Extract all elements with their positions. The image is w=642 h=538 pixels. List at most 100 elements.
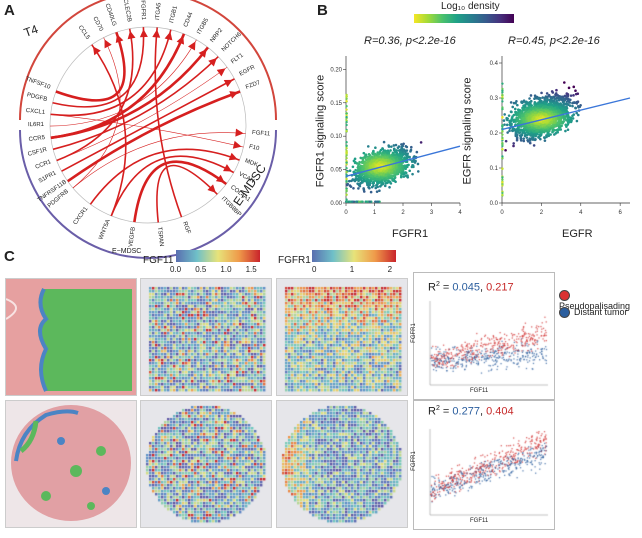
data-point <box>345 154 348 157</box>
panel-b-label: B <box>317 2 328 19</box>
tissue-bottom-regions <box>5 400 137 528</box>
data-point <box>389 159 393 163</box>
data-point <box>565 92 569 95</box>
data-point <box>365 181 369 185</box>
data-point <box>345 161 348 164</box>
data-point <box>345 179 348 183</box>
data-point <box>416 162 420 166</box>
chord-link <box>89 148 240 205</box>
data-point <box>345 93 348 97</box>
data-point <box>384 159 388 162</box>
data-point <box>364 175 368 179</box>
data-point <box>364 179 368 182</box>
trend-line <box>345 145 461 177</box>
data-point <box>548 98 551 102</box>
data-point <box>568 100 571 104</box>
data-point <box>368 200 371 203</box>
chord-link <box>91 44 127 217</box>
data-point <box>371 164 375 168</box>
data-point <box>370 170 373 174</box>
data-point <box>544 102 547 106</box>
x-tick-label: 1 <box>373 210 377 216</box>
data-point <box>409 148 413 152</box>
density-colorbar-label: Log₁₀ density <box>441 1 500 12</box>
data-point <box>374 200 377 203</box>
data-point <box>392 174 396 178</box>
data-point <box>511 105 515 109</box>
data-point <box>408 155 411 159</box>
data-point <box>393 155 396 159</box>
data-point <box>365 158 368 162</box>
data-point <box>381 158 385 162</box>
data-point <box>354 168 357 172</box>
data-point <box>357 187 360 190</box>
data-point <box>532 115 536 119</box>
chord-arrowhead <box>232 140 242 149</box>
data-point <box>551 96 554 100</box>
data-point <box>345 193 348 196</box>
data-point <box>504 139 508 143</box>
data-point <box>512 144 515 148</box>
data-point <box>366 145 370 148</box>
data-point <box>525 114 529 118</box>
data-point <box>387 144 390 147</box>
data-point <box>558 110 562 113</box>
data-point <box>567 86 571 90</box>
data-point <box>553 124 557 127</box>
emdsc-arc <box>19 129 277 259</box>
data-point <box>375 184 378 187</box>
data-point <box>537 126 541 129</box>
data-point <box>368 186 371 190</box>
data-point <box>503 113 506 116</box>
data-point <box>565 100 569 103</box>
data-point <box>538 131 542 134</box>
data-point <box>400 156 403 160</box>
data-point <box>375 159 379 163</box>
data-point <box>389 149 392 152</box>
data-point <box>377 162 381 166</box>
fgf11-colorbar <box>176 250 260 262</box>
data-point <box>348 200 351 203</box>
data-point <box>378 158 381 161</box>
data-point <box>529 94 533 97</box>
data-point <box>569 98 572 102</box>
colorbar-tick-label: 1.5 <box>245 265 257 274</box>
data-point <box>509 101 513 104</box>
x-tick-label: 0 <box>500 210 504 216</box>
data-point <box>552 118 556 121</box>
data-point <box>510 118 513 122</box>
data-point <box>518 115 521 119</box>
data-point <box>566 128 570 132</box>
data-point <box>539 108 543 112</box>
data-point <box>355 174 358 178</box>
data-point <box>547 111 551 115</box>
data-point <box>362 175 365 179</box>
data-point <box>368 154 372 157</box>
data-point <box>521 113 524 117</box>
data-point <box>367 171 370 175</box>
data-point <box>556 131 559 134</box>
data-point <box>565 118 568 122</box>
data-point <box>372 149 375 153</box>
data-point <box>539 115 542 118</box>
data-point <box>371 151 374 155</box>
data-point <box>353 179 357 183</box>
data-point <box>345 177 348 181</box>
data-point <box>345 200 349 203</box>
data-point <box>379 177 382 180</box>
data-point <box>536 106 540 110</box>
data-point <box>353 157 357 161</box>
data-point <box>386 156 389 159</box>
data-point <box>361 179 365 182</box>
data-point <box>534 111 537 115</box>
data-point <box>537 113 541 116</box>
data-point <box>385 181 389 185</box>
data-point <box>526 106 530 109</box>
data-point <box>501 176 504 179</box>
data-point <box>408 169 411 173</box>
data-point <box>349 185 353 188</box>
panel-a-label: A <box>4 2 15 19</box>
data-point <box>549 121 552 125</box>
data-point <box>523 132 527 135</box>
data-point <box>345 104 348 108</box>
